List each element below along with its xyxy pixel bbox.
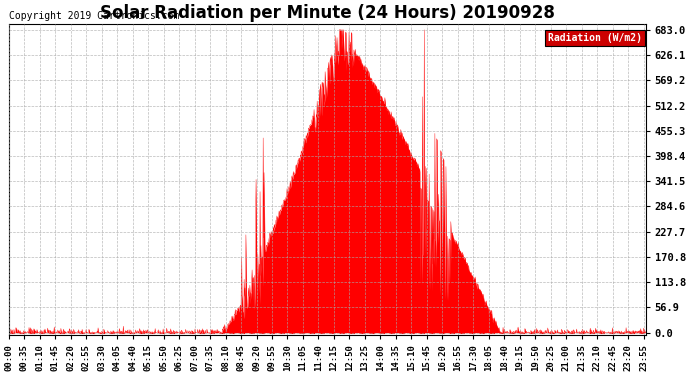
Text: Radiation (W/m2): Radiation (W/m2) <box>549 33 642 43</box>
Title: Solar Radiation per Minute (24 Hours) 20190928: Solar Radiation per Minute (24 Hours) 20… <box>99 4 555 22</box>
Text: Copyright 2019 Cartronics.com: Copyright 2019 Cartronics.com <box>9 10 179 21</box>
